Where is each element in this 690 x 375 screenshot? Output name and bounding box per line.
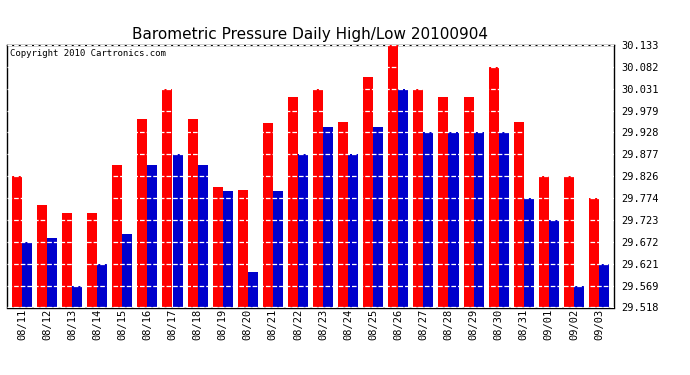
Bar (524, 198, 534, 308)
Bar (313, 88, 323, 308)
Bar (238, 190, 248, 308)
Bar (248, 272, 258, 308)
Bar (22, 242, 32, 308)
Bar (97, 264, 107, 308)
Bar (197, 165, 208, 308)
Bar (223, 191, 233, 308)
Bar (263, 123, 273, 308)
Bar (499, 132, 509, 308)
Bar (424, 132, 433, 308)
Bar (438, 98, 449, 308)
Bar (12, 176, 22, 308)
Bar (363, 77, 373, 308)
Bar (162, 88, 172, 308)
Bar (489, 67, 499, 308)
Bar (213, 187, 223, 308)
Title: Barometric Pressure Daily High/Low 20100904: Barometric Pressure Daily High/Low 20100… (132, 27, 489, 42)
Bar (323, 128, 333, 308)
Bar (47, 238, 57, 308)
Bar (112, 165, 122, 308)
Bar (137, 119, 148, 308)
Bar (574, 286, 584, 308)
Bar (589, 198, 599, 308)
Bar (599, 264, 609, 308)
Text: Copyright 2010 Cartronics.com: Copyright 2010 Cartronics.com (10, 49, 166, 58)
Bar (62, 213, 72, 308)
Bar (373, 128, 383, 308)
Bar (148, 165, 157, 308)
Bar (37, 206, 47, 308)
Bar (273, 191, 283, 308)
Bar (288, 98, 298, 308)
Bar (298, 154, 308, 308)
Bar (514, 122, 524, 308)
Bar (539, 176, 549, 308)
Bar (448, 132, 459, 308)
Bar (473, 132, 484, 308)
Bar (464, 98, 473, 308)
Bar (172, 154, 183, 308)
Bar (188, 119, 197, 308)
Bar (72, 286, 82, 308)
Bar (87, 213, 97, 308)
Bar (348, 154, 358, 308)
Bar (564, 176, 574, 308)
Bar (338, 122, 348, 308)
Bar (398, 88, 408, 308)
Bar (122, 234, 132, 308)
Bar (549, 220, 559, 308)
Bar (413, 88, 424, 308)
Bar (388, 45, 398, 308)
